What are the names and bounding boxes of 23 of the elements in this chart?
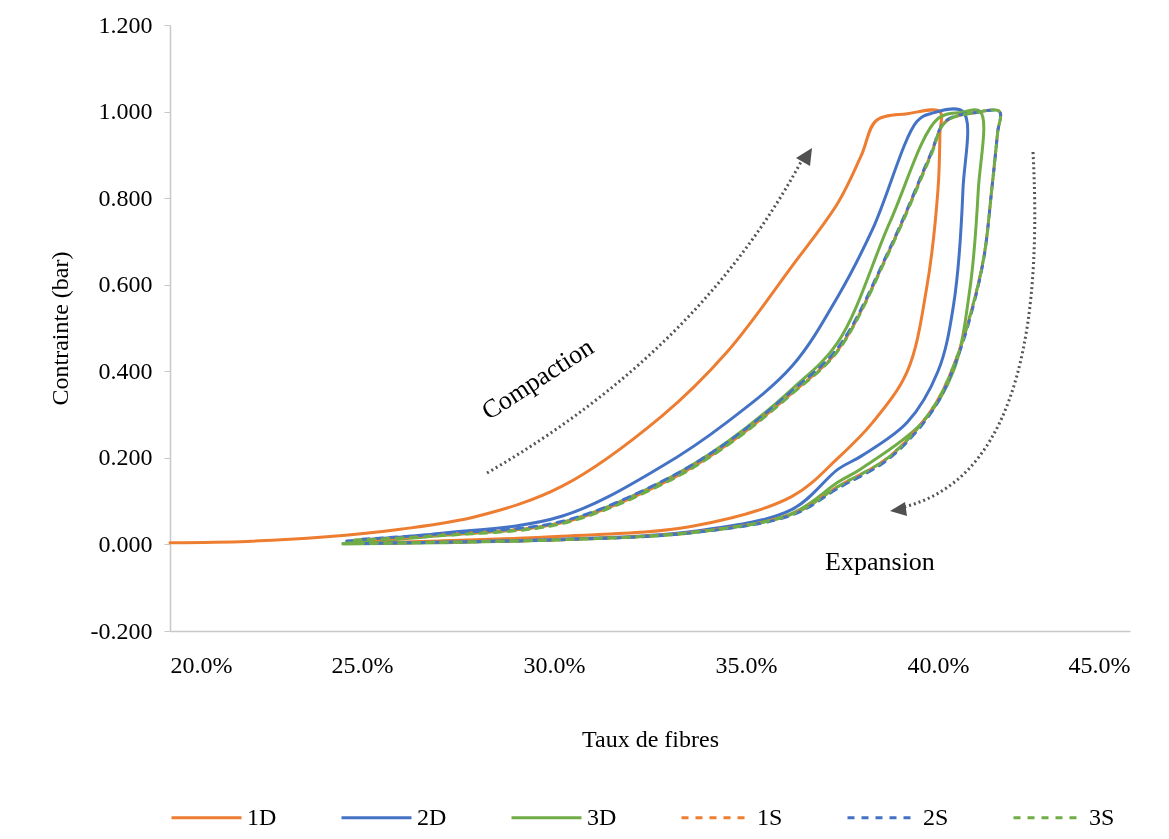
legend-label: 2D bbox=[417, 803, 447, 830]
y-tick-label: -0.200 bbox=[90, 617, 153, 644]
x-tick-label: 45.0% bbox=[1068, 651, 1131, 678]
x-tick-label: 25.0% bbox=[331, 651, 394, 678]
annotation: Expansion bbox=[825, 547, 935, 576]
x-tick-label: 20.0% bbox=[170, 651, 233, 678]
y-tick-label: 1.000 bbox=[98, 98, 153, 125]
x-tick-label: 40.0% bbox=[907, 651, 970, 678]
x-tick-label: 35.0% bbox=[715, 651, 778, 678]
y-tick-label: 0.200 bbox=[98, 444, 153, 471]
y-tick-label: 0.400 bbox=[98, 357, 153, 384]
legend-label: 1S bbox=[757, 803, 783, 830]
legend-label: 3D bbox=[587, 803, 617, 830]
y-tick-label: 0.800 bbox=[98, 184, 153, 211]
y-tick-label: 0.600 bbox=[98, 271, 153, 298]
x-tick-label: 30.0% bbox=[523, 651, 586, 678]
x-axis-title: Taux de fibres bbox=[582, 725, 719, 752]
y-tick-label: 0.000 bbox=[98, 530, 153, 557]
y-axis-title: Contrainte (bar) bbox=[46, 251, 73, 406]
legend-label: 2S bbox=[923, 803, 949, 830]
y-tick-label: 1.200 bbox=[98, 11, 153, 38]
legend-label: 1D bbox=[247, 803, 277, 830]
legend-label: 3S bbox=[1089, 803, 1115, 830]
